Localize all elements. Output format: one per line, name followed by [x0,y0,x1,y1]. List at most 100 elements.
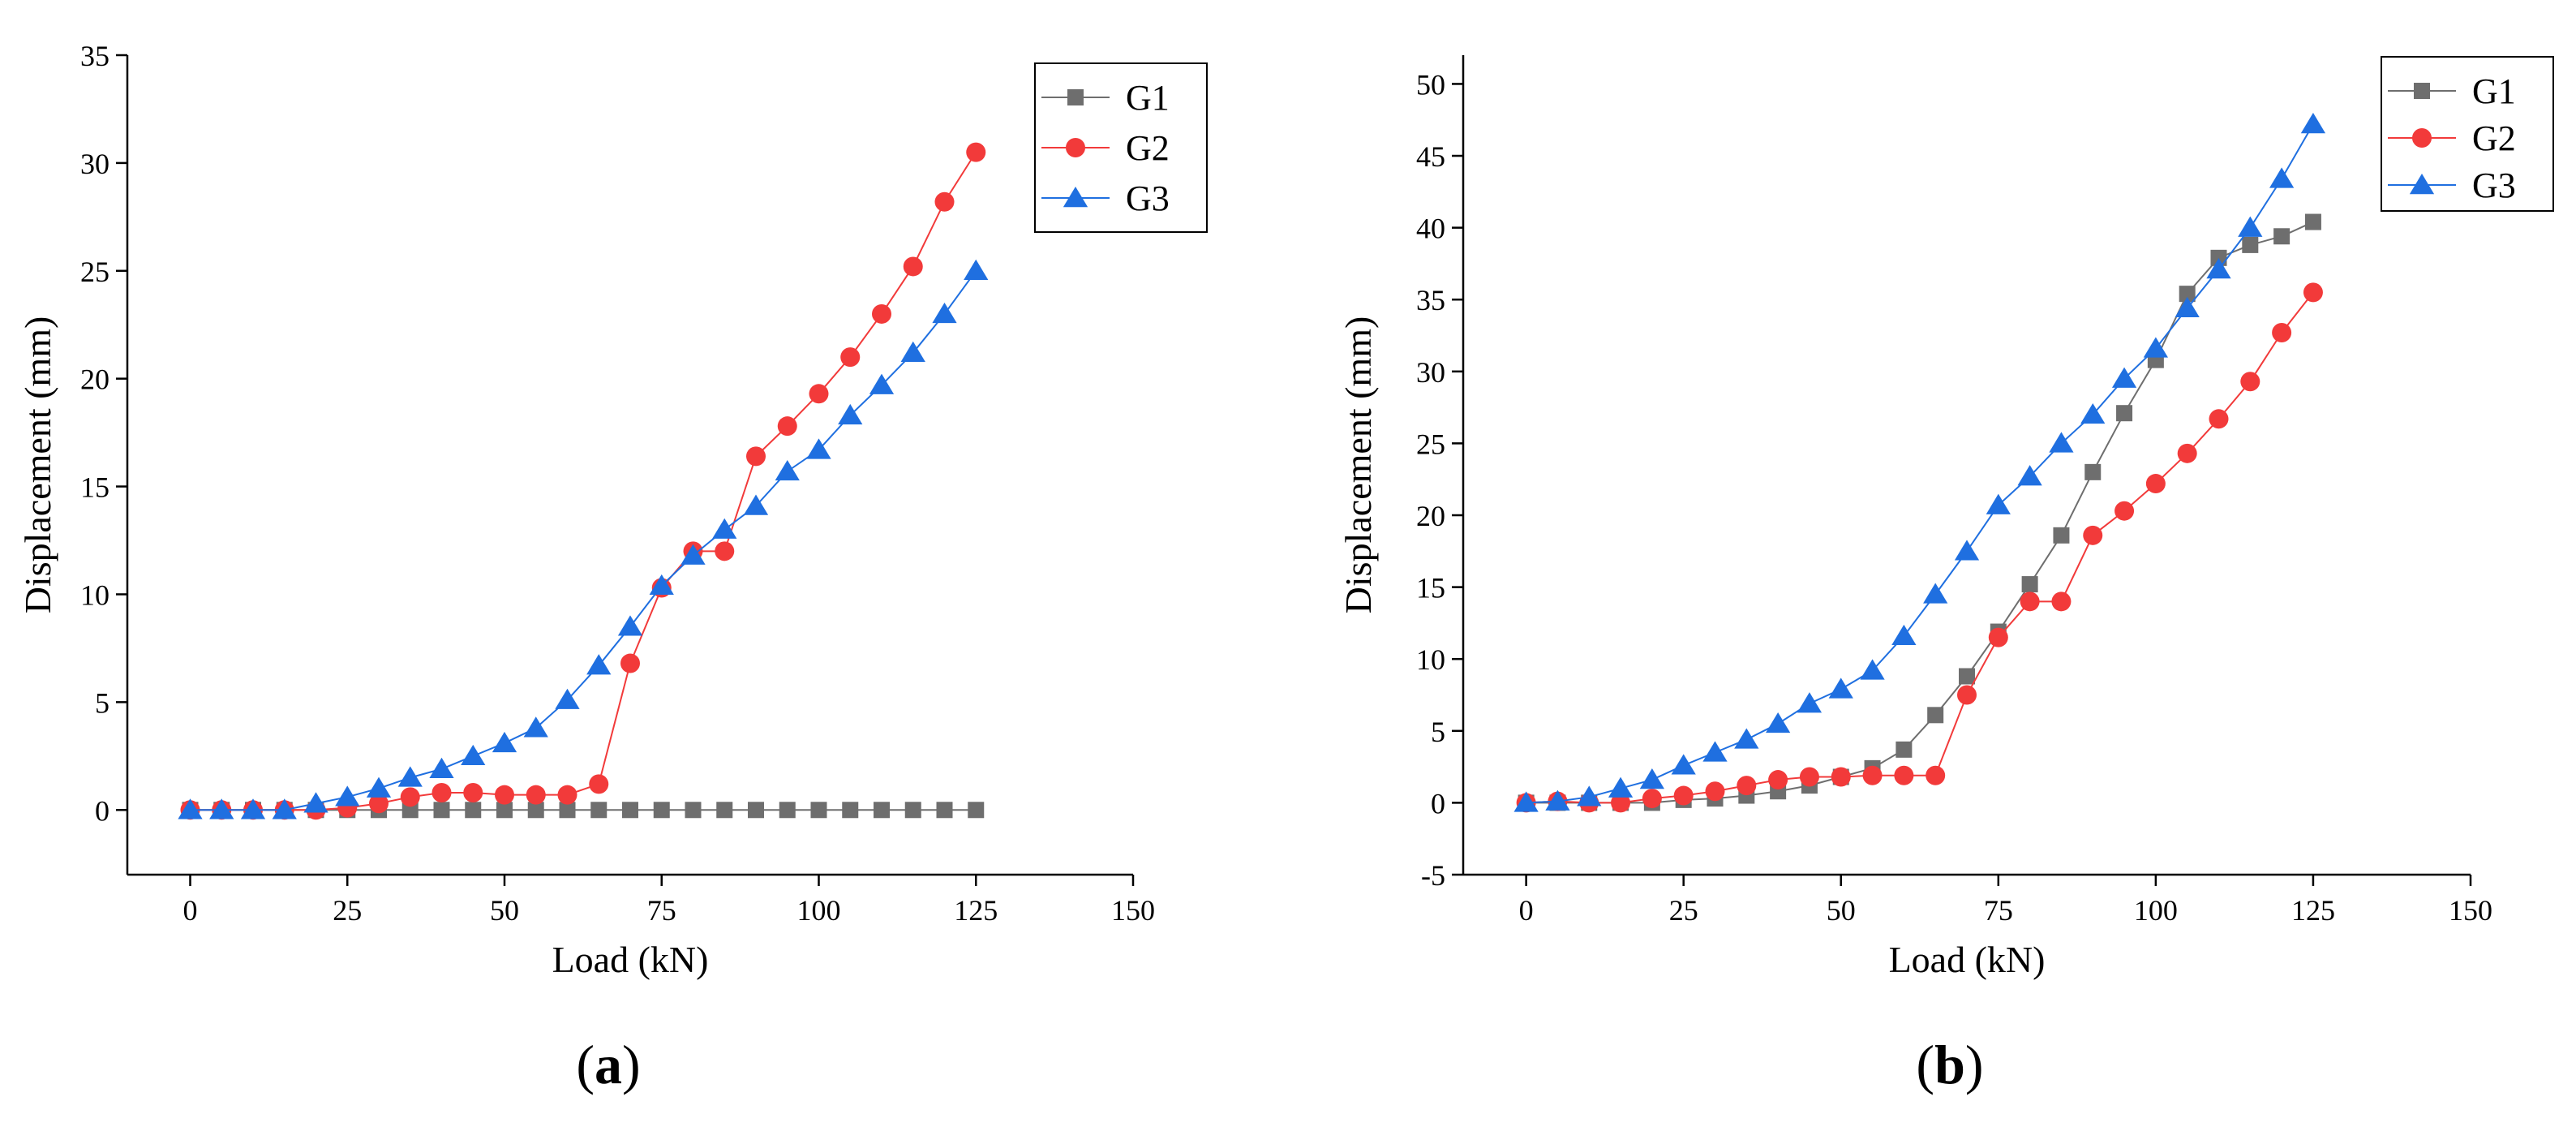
y-axis-title: Displacement (mm) [1337,316,1379,614]
legend-b: G1 G2 G3 [2381,56,2554,212]
x-tick-label: 100 [2134,894,2178,927]
data-point-g3 [2143,337,2168,358]
data-point-g2 [1894,765,1914,785]
data-point-g2 [746,446,766,467]
data-point-g3 [1513,791,1539,812]
data-point-g3 [2269,167,2295,188]
data-point-g2 [589,774,609,794]
data-point-g3 [240,798,266,819]
y-tick-label: 5 [1431,716,1445,748]
data-point-g3 [806,438,831,459]
data-point-g3 [680,544,706,565]
data-point-g2 [1957,685,1977,705]
data-point-g3 [1608,776,1634,798]
y-tick-label: 40 [1416,213,1445,245]
y-tick-label: 30 [80,148,109,180]
legend-label-g1: G1 [2472,71,2516,111]
data-point-g1 [496,802,513,819]
series-line-g3 [1526,123,2314,804]
panel-label-b: (b) [1916,1034,1983,1095]
x-tick-label: 50 [1827,894,1856,927]
data-point-g2 [557,785,577,805]
x-tick-label: 75 [1984,894,2013,927]
data-point-g2 [2051,591,2072,612]
data-point-g2 [715,541,735,561]
data-point-g3 [1923,583,1948,604]
data-point-g3 [1639,768,1664,789]
y-tick-label: 25 [80,256,109,288]
data-point-g1 [527,802,544,819]
data-point-g3 [1891,624,1917,646]
x-axis-title: Load (kN) [552,939,709,980]
data-point-g1 [904,802,921,819]
x-tick-label: 75 [647,894,676,927]
data-point-g2 [369,794,389,814]
data-point-g3 [2080,402,2106,424]
x-tick-label: 0 [1519,894,1534,927]
data-point-g3 [397,766,423,787]
y-tick-label: 50 [1416,68,1445,101]
data-point-g2 [1673,785,1694,806]
data-point-g1 [1896,741,1913,758]
data-point-g3 [1954,540,1980,561]
data-point-g3 [775,459,800,481]
y-tick-label: 0 [1431,787,1445,819]
data-point-g3 [617,615,643,636]
y-tick-label: 20 [1416,500,1445,532]
data-point-g3 [178,798,203,819]
data-point-g3 [1545,789,1570,811]
data-point-g2 [1831,767,1851,787]
data-point-g1 [842,802,859,819]
legend-label-g3: G3 [1126,179,1170,218]
data-point-g1 [779,802,796,819]
data-point-g1 [2210,249,2227,266]
data-point-g2 [1705,781,1725,802]
y-tick-label: 15 [80,471,109,504]
data-point-g1 [401,802,419,819]
x-axis-title: Load (kN) [1889,939,2046,980]
data-point-g1 [653,802,670,819]
data-point-g2 [2177,443,2197,463]
legend-marker-g2 [2412,128,2432,148]
legend-marker-g3 [2409,174,2435,195]
legend-label-g1: G1 [1126,78,1170,118]
data-point-g2 [1799,767,1819,787]
data-point-g1 [465,802,482,819]
x-tick-label: 125 [954,894,998,927]
series-line-g2 [190,152,977,811]
legend-marker-g1 [1067,89,1084,105]
data-point-g1 [1927,707,1944,724]
data-point-g3 [2206,258,2231,279]
data-point-g2 [966,142,986,162]
legend-marker-g3 [1063,187,1088,208]
legend-marker-g1 [2414,83,2430,99]
y-tick-label: 10 [80,579,109,611]
data-point-g3 [2175,296,2200,318]
data-point-g2 [431,783,452,802]
data-point-g2 [1737,776,1757,796]
legend-label-g2: G2 [2472,118,2516,158]
series-line-g2 [1526,291,2314,804]
data-point-g1 [2084,463,2102,480]
data-point-g2 [2114,501,2135,521]
data-point-g2 [1926,765,1946,785]
x-tick-label: 50 [490,894,519,927]
data-point-g3 [366,776,392,798]
data-point-g3 [335,785,360,807]
data-point-g3 [1671,754,1696,775]
panel-label-a: (a) [576,1034,640,1095]
data-point-g3 [743,494,769,515]
data-point-g2 [2240,372,2260,392]
data-point-g3 [1797,692,1823,713]
y-tick-label: 20 [80,363,109,396]
data-point-g3 [1986,493,2011,514]
legend-marker-g2 [1066,138,1085,157]
y-tick-label: 35 [80,40,109,72]
data-point-g1 [1959,668,1975,685]
data-point-g1 [2304,213,2321,230]
data-point-g3 [492,731,517,753]
data-point-g3 [429,757,454,778]
data-point-g2 [1611,793,1631,813]
data-point-g3 [869,373,895,394]
